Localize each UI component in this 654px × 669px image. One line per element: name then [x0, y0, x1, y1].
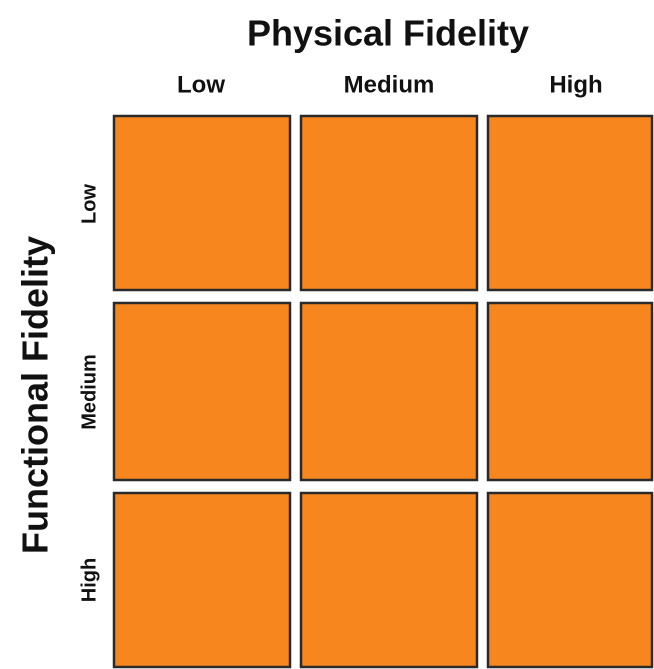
cell	[299, 491, 479, 669]
grid	[112, 114, 654, 669]
row-label: Low	[78, 184, 100, 224]
column-axis-title: Physical Fidelity	[247, 13, 529, 54]
column-label: High	[549, 71, 602, 98]
row-label: Medium	[78, 354, 100, 430]
cell	[112, 301, 292, 482]
row-axis-title: Functional Fidelity	[15, 236, 56, 554]
row-label: High	[78, 558, 100, 602]
column-label: Low	[177, 71, 225, 98]
cell	[486, 491, 654, 669]
cell	[112, 114, 292, 292]
cell	[486, 114, 654, 292]
cell	[299, 301, 479, 482]
cell	[299, 114, 479, 292]
column-label: Medium	[344, 71, 435, 98]
cell	[112, 491, 292, 669]
cell	[486, 301, 654, 482]
